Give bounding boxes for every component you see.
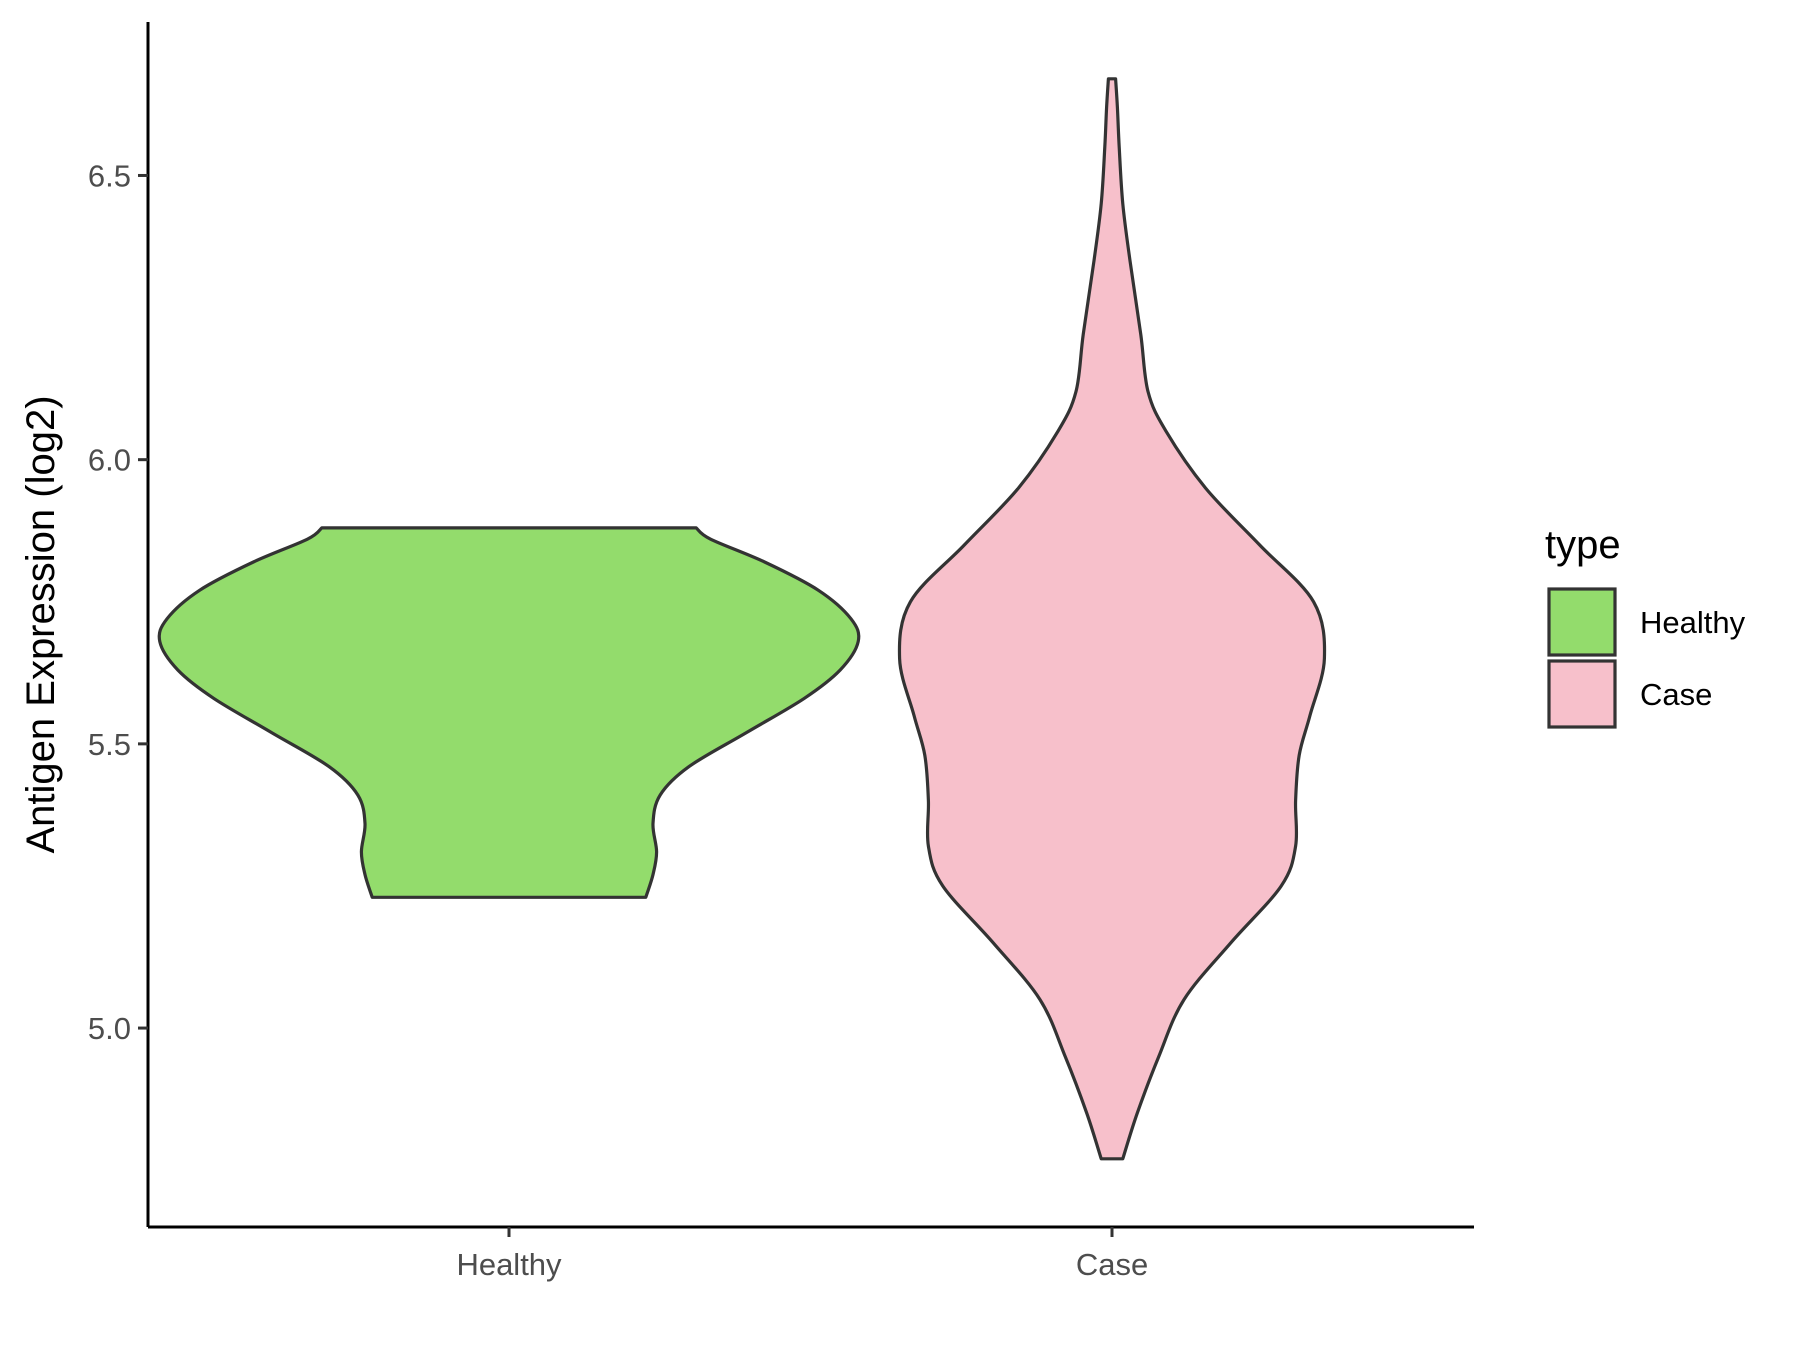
x-tick-label: Case — [1076, 1247, 1148, 1282]
violins-layer — [157, 77, 1327, 1161]
legend-swatch-healthy — [1547, 587, 1617, 657]
axes-layer: 5.0 5.5 6.0 6.5 Healthy Case — [88, 22, 1474, 1282]
y-tick-label: 5.5 — [88, 727, 131, 762]
y-tick-label: 6.5 — [88, 158, 131, 193]
x-tick-label: Healthy — [456, 1247, 562, 1282]
y-tick-label: 5.0 — [88, 1011, 131, 1046]
legend-swatch-case — [1547, 659, 1617, 729]
violin-healthy — [157, 526, 861, 899]
y-tick-label: 6.0 — [88, 443, 131, 478]
legend-title: type — [1545, 523, 1621, 567]
legend: Healthy Case — [1547, 587, 1746, 729]
legend-label-case: Case — [1640, 677, 1712, 712]
violin-case — [897, 77, 1327, 1161]
y-axis-title: Antigen Expression (log2) — [19, 395, 63, 853]
legend-label-healthy: Healthy — [1640, 605, 1746, 640]
